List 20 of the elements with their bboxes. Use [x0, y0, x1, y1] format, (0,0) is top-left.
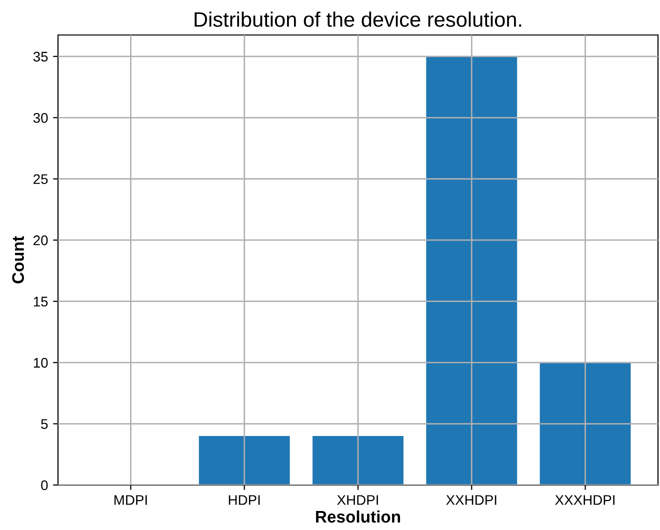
x-tick-label: XXXHDPI [555, 495, 614, 505]
y-tick-label: 10 [34, 358, 48, 368]
bar [540, 362, 631, 485]
y-tick-label: 15 [34, 296, 48, 306]
y-axis-title: Count [12, 236, 24, 284]
x-tick-label: HDPI [228, 495, 260, 505]
y-tick-label: 35 [33, 52, 48, 62]
chart-title: Distribution of the device resolution. [194, 12, 522, 27]
y-tick-label: 25 [34, 174, 48, 184]
x-tick-label: MDPI [114, 495, 147, 505]
x-tick-label: XXHDPI [446, 495, 496, 505]
y-tick-label: 0 [41, 480, 48, 490]
bar [198, 436, 290, 485]
y-tick-label: 30 [33, 112, 48, 123]
y-tick-label: 20 [34, 235, 48, 246]
bar [426, 56, 518, 485]
bar [312, 436, 404, 485]
x-axis-title: Resolution [316, 510, 400, 523]
y-tick-label: 5 [41, 419, 48, 429]
x-tick-label: XHDPI [337, 495, 378, 505]
